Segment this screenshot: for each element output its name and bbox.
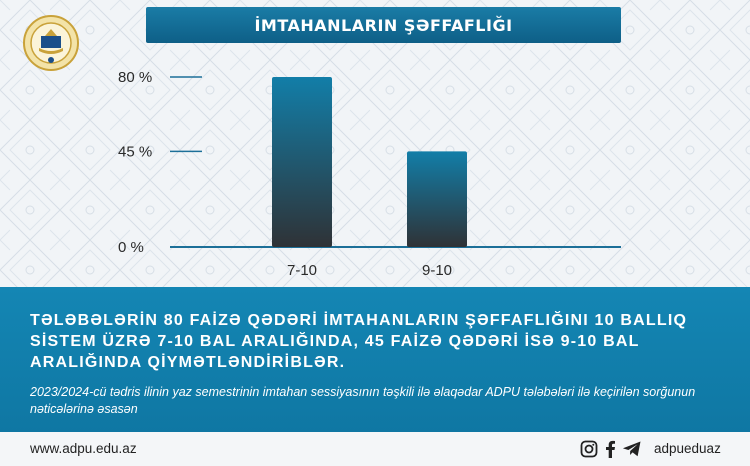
summary-text: TƏLƏBƏLƏRİN 80 FAİZƏ QƏDƏRİ İMTAHANLARIN… [30, 312, 688, 371]
footer: www.adpu.edu.az adpueduaz [0, 432, 750, 466]
source-note: 2023/2024-cü tədris ilinin yaz semestrin… [30, 385, 696, 416]
social-icons [580, 439, 642, 459]
website-link[interactable]: www.adpu.edu.az [30, 441, 137, 456]
instagram-icon[interactable] [580, 440, 598, 458]
social-handle[interactable]: adpueduaz [654, 441, 721, 456]
infographic-top: İMTAHANLARIN ŞƏFFAFLIĞI 0 % 45 % 80 % 7-10 9… [0, 0, 750, 287]
x-category-label: 7-10 [287, 262, 317, 279]
x-category-label: 9-10 [422, 262, 452, 279]
y-tick-label: 80 % [118, 69, 152, 86]
y-tick-label: 0 % [118, 239, 144, 256]
bar-7-10 [272, 77, 332, 247]
bar-chart: 0 % 45 % 80 % 7-10 9-10 [118, 69, 621, 279]
background-pattern [0, 0, 750, 287]
bar-9-10 [407, 151, 467, 247]
summary-band: TƏLƏBƏLƏRİN 80 FAİZƏ QƏDƏRİ İMTAHANLARIN… [0, 287, 750, 432]
y-tick-label: 45 % [118, 143, 152, 160]
chart-title: İMTAHANLARIN ŞƏFFAFLIĞI [146, 7, 621, 43]
telegram-icon[interactable] [622, 440, 642, 458]
adpu-emblem-icon [23, 15, 79, 71]
facebook-icon[interactable] [604, 440, 616, 458]
